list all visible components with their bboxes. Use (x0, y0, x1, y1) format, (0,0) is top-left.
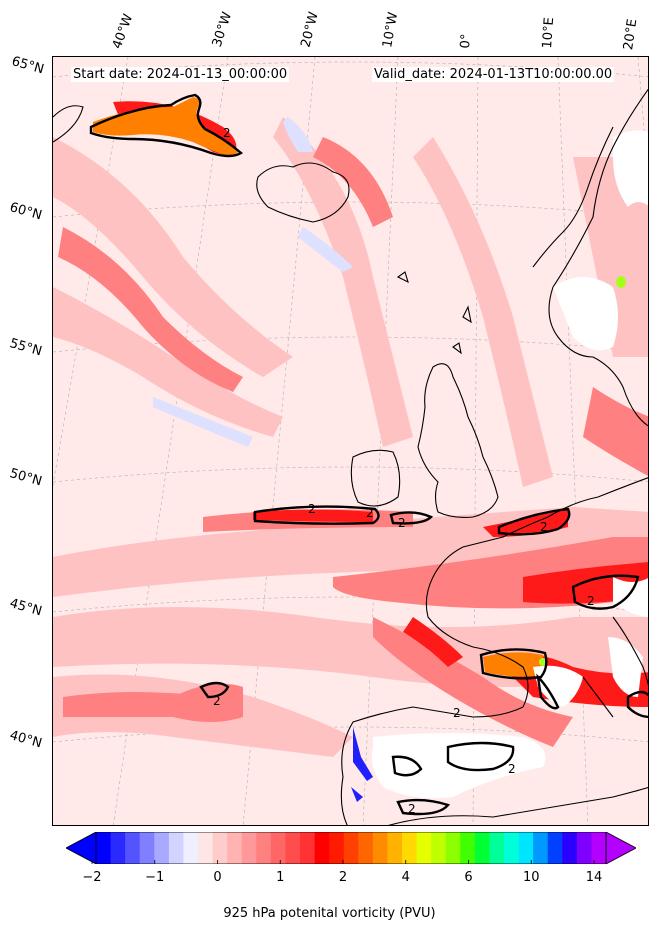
colorbar-tick-label: −2 (82, 870, 102, 885)
contour-label: 2 (408, 802, 416, 816)
map-panel: 2 2 2 2 2 2 2 2 2 2 (52, 56, 649, 826)
colorbar-segment (445, 832, 461, 864)
colorbar-segment (270, 832, 286, 864)
contour-label: 2 (366, 506, 374, 520)
contour-label: 2 (587, 594, 595, 608)
colorbar-segment (372, 832, 388, 864)
colorbar-segment (504, 832, 520, 864)
colorbar-segment (300, 832, 316, 864)
colorbar-segment (154, 832, 170, 864)
colorbar-segment (489, 832, 505, 864)
contour-labels: 2 2 2 2 2 2 2 2 2 2 (213, 126, 595, 816)
pv2-contours (89, 93, 648, 816)
colorbar-tick-label: 2 (338, 870, 348, 885)
colorbar-tick-label: 1 (276, 870, 285, 885)
colorbar-extend-high (605, 832, 636, 864)
colorbar-segment (168, 832, 184, 864)
vorticity-map: 2 2 2 2 2 2 2 2 2 2 (53, 57, 648, 825)
colorbar-segment (591, 832, 607, 864)
colorbar-segment (198, 832, 214, 864)
contour-label: 2 (540, 520, 548, 534)
colorbar-segment (183, 832, 199, 864)
colorbar-tick-label: 10 (522, 870, 540, 885)
colorbar-segment (285, 832, 301, 864)
colorbar-segment (460, 832, 476, 864)
contour-label: 2 (223, 126, 231, 140)
lon-label-20e: 20°E (621, 17, 641, 51)
lat-label-60n: 60°N (7, 200, 44, 224)
colorbar-segment (314, 832, 330, 864)
colorbar-segment (402, 832, 418, 864)
lat-label-55n: 55°N (7, 336, 44, 360)
lon-label-0: 0° (458, 33, 475, 49)
contour-label: 2 (308, 502, 316, 516)
colorbar-extend-low (66, 832, 97, 864)
lon-label-10w: 10°W (380, 11, 402, 50)
valid-date-label: Valid_date: 2024-01-13T10:00:00.00 (372, 67, 615, 82)
colorbar-segment (241, 832, 257, 864)
coastlines (53, 88, 648, 825)
colorbar-segment (547, 832, 563, 864)
start-date-label: Start date: 2024-01-13_00:00:00 (71, 67, 290, 82)
colorbar-tick-label: 4 (401, 870, 410, 885)
lon-label-10e: 10°E (540, 16, 558, 49)
colorbar (66, 832, 636, 864)
colorbar-tick-label: 6 (464, 870, 473, 885)
light-blue-regions (153, 117, 353, 447)
colorbar-segment (256, 832, 272, 864)
colorbar-segment (533, 832, 549, 864)
lon-label-30w: 30°W (209, 10, 236, 49)
colorbar-border (95, 832, 607, 864)
colorbar-segment (576, 832, 592, 864)
colorbar-segment (96, 832, 112, 864)
contour-label: 2 (508, 762, 516, 776)
lat-label-45n: 45°N (7, 596, 44, 620)
colorbar-segment (474, 832, 490, 864)
colorbar-tick-label: −1 (145, 870, 165, 885)
colorbar-segment (227, 832, 243, 864)
contour-label: 2 (213, 694, 221, 708)
colorbar-segment (387, 832, 403, 864)
colorbar-label: 925 hPa potenital vorticity (PVU) (223, 906, 436, 921)
colorbar-segment (110, 832, 126, 864)
colorbar-segment (139, 832, 155, 864)
colorbar-segment (416, 832, 432, 864)
lat-label-50n: 50°N (7, 466, 44, 490)
colorbar-segment (329, 832, 345, 864)
lon-label-40w: 40°W (109, 12, 137, 51)
colorbar-segment (343, 832, 359, 864)
colorbar-segment (518, 832, 534, 864)
colorbar-tick-label: 14 (585, 870, 603, 885)
contour-label: 2 (453, 706, 461, 720)
land-mask (371, 130, 648, 799)
colorbar-segment (212, 832, 228, 864)
colorbar-segment (125, 832, 141, 864)
colorbar-segment (431, 832, 447, 864)
blue-regions (351, 727, 373, 802)
colorbar-segment (358, 832, 374, 864)
lat-label-65n: 65°N (9, 54, 46, 78)
colorbar-tick-label: 0 (213, 870, 222, 885)
lat-label-40n: 40°N (7, 728, 44, 752)
colorbar-segment (562, 832, 578, 864)
contour-label: 2 (398, 516, 406, 530)
lon-label-20w: 20°W (298, 10, 322, 49)
